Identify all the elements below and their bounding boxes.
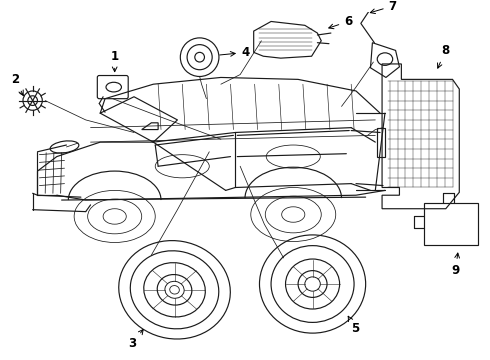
Text: 6: 6: [329, 15, 352, 29]
Text: 4: 4: [220, 46, 250, 59]
Text: 9: 9: [451, 253, 460, 277]
Text: 7: 7: [370, 0, 397, 14]
Text: 2: 2: [11, 73, 23, 95]
Text: 1: 1: [111, 50, 119, 72]
Text: 8: 8: [438, 44, 450, 68]
Text: 3: 3: [128, 329, 143, 350]
Text: 5: 5: [348, 316, 359, 335]
Bar: [423, 203, 478, 246]
Bar: [377, 128, 385, 157]
